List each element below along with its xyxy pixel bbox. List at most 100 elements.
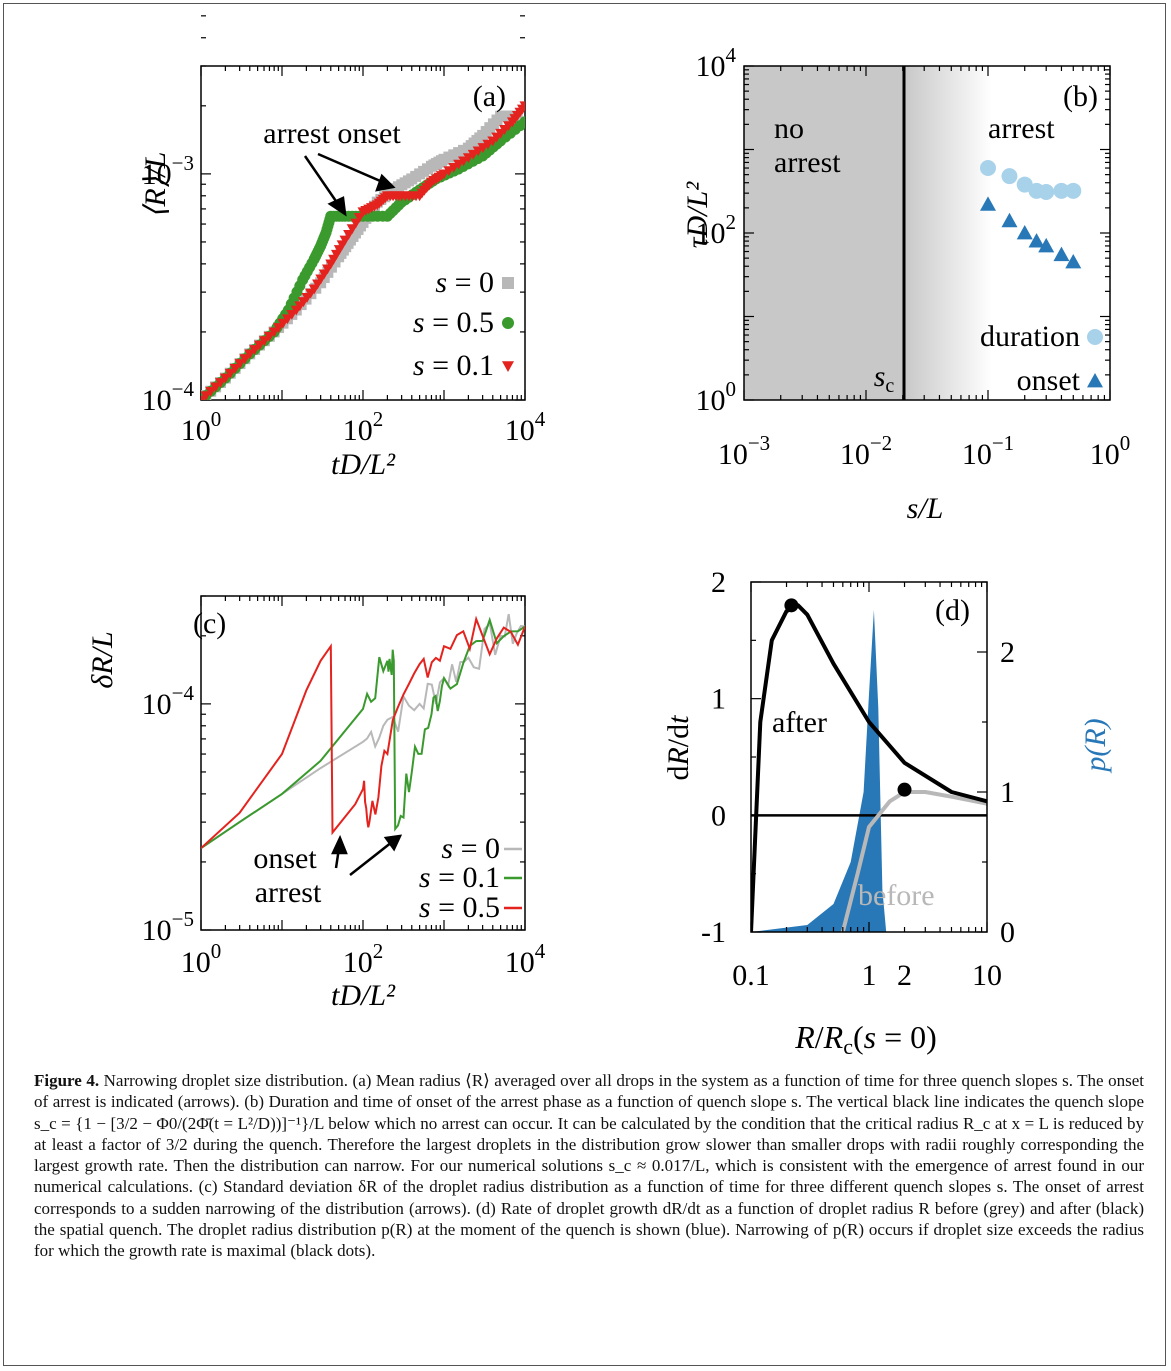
panel-d-xtick-label: 0.1	[732, 959, 770, 992]
panel-a-ylabel: ⟨R⟩/L	[139, 152, 172, 219]
panel-b-point	[1001, 212, 1018, 228]
panel-a-point	[210, 382, 222, 393]
panel-d-tag: (d)	[935, 594, 970, 627]
panel-a-legend-label: s = 0	[435, 266, 494, 299]
panel-c-line	[201, 616, 525, 850]
panel-c-ylabel: δR/L	[86, 631, 119, 688]
panel-a-point	[519, 116, 525, 128]
panel-a-xtick-label: 100	[181, 407, 222, 447]
panel-d-ytick-label: 2	[711, 566, 726, 599]
arrest-onset-arrows	[303, 152, 396, 217]
panel-c: 100 102 104 10−5 10−4 (c) onset arrest s = 0…	[86, 595, 546, 1012]
transition-region	[904, 66, 992, 400]
panel-b-tag: (b)	[1063, 80, 1098, 113]
arrest-onset-annotation: arrest onset	[263, 117, 401, 150]
panel-d-xlabel: R/Rc(s = 0)	[794, 1019, 937, 1059]
panel-a-point	[519, 101, 525, 112]
panel-b-point	[980, 160, 996, 177]
panel-b-point	[980, 196, 996, 211]
panel-c-xlabel: tD/L²	[331, 979, 396, 1012]
panel-a-legend-label: s = 0.1	[413, 349, 494, 382]
arrest-annotation: arrest	[255, 876, 322, 909]
panel-a-point	[258, 336, 270, 347]
panel-a-legend-marker	[502, 317, 514, 329]
panel-b-xtick-label: 10−3	[718, 431, 770, 471]
panel-d-ylabel: dR/dt	[662, 715, 695, 781]
panel-c-legend-label: s = 0.1	[419, 861, 500, 894]
panel-a-point	[249, 345, 261, 355]
panel-b-ytick-label: 104	[696, 43, 737, 83]
panel-d-xtick-label: 1	[862, 959, 877, 992]
after-curve	[751, 603, 987, 932]
panel-a-point	[205, 386, 217, 397]
panel-c-xtick-label: 100	[181, 939, 222, 979]
panel-a-point	[234, 359, 246, 370]
panel-a-ytick-label: 10−4	[142, 377, 195, 417]
panel-b-xtick-label: 10−1	[962, 431, 1014, 471]
panel-c-ytick-label: 10−4	[142, 681, 195, 721]
panel-b-xlabel: s/L	[907, 492, 944, 525]
panel-b-xtick-label: 100	[1090, 431, 1131, 471]
panel-c-xtick-label: 104	[505, 939, 546, 979]
panel-c-xtick-label: 102	[343, 939, 384, 979]
panel-b-point	[1065, 253, 1082, 269]
panel-b-point	[1016, 225, 1033, 240]
panel-c-line	[201, 613, 525, 850]
panel-b-point	[1053, 182, 1070, 199]
caption-label: Figure 4.	[34, 1071, 100, 1090]
no-arrest-region	[744, 66, 904, 400]
panel-a-legend-marker	[502, 277, 514, 289]
panel-b-xtick-label: 10−2	[840, 431, 892, 471]
p-of-r-area	[751, 610, 887, 932]
panel-b-legend-marker	[1087, 373, 1103, 388]
panel-a-point	[254, 340, 266, 351]
panel-b-point	[1038, 237, 1055, 253]
panel-d-xtick-label: 10	[972, 959, 1002, 992]
panel-b-point	[1038, 183, 1055, 200]
panel-a-legend-label: s = 0.5	[413, 306, 494, 339]
panel-b-point	[1065, 182, 1082, 199]
panel-d-y2tick-label: 2	[1000, 636, 1015, 669]
max-growth-dot	[897, 782, 912, 797]
panel-c-legend-label: s = 0	[441, 832, 500, 865]
panel-a-point	[215, 378, 227, 388]
panel-d-ytick-label: -1	[701, 916, 726, 949]
caption-text: Narrowing droplet size distribution. (a)…	[34, 1071, 1144, 1261]
panel-c-tag: (c)	[193, 607, 226, 640]
panel-c-legend-label: s = 0.5	[419, 891, 500, 924]
panel-a-xtick-label: 102	[343, 407, 384, 447]
panel-b-point	[1001, 168, 1018, 185]
panel-b-legend-label: duration	[980, 320, 1080, 353]
panel-a-point	[244, 349, 256, 360]
panel-b-legend-label: onset	[1017, 364, 1081, 397]
before-label: before	[858, 879, 935, 912]
panel-a-xlabel: tD/L²	[331, 448, 396, 481]
no-arrest-label: no	[774, 112, 804, 145]
figure-caption: Figure 4. Narrowing droplet size distrib…	[34, 1070, 1144, 1262]
before-curve	[840, 790, 987, 932]
arrest-region-label: arrest	[988, 112, 1055, 145]
panel-a-point	[219, 373, 231, 384]
figure-frame	[3, 3, 1166, 1366]
panel-b-legend-marker	[1087, 329, 1103, 345]
panel-d-ytick-label: 1	[711, 683, 726, 716]
panel-a-point	[224, 368, 236, 379]
panel-b-point	[1028, 233, 1045, 248]
panel-d-y2label: p(R)	[1079, 718, 1112, 773]
panel-a-point	[229, 363, 241, 374]
panel-b-ytick-label: 100	[696, 377, 737, 417]
panel-a-point	[263, 331, 275, 342]
panel-d-y2tick-label: 1	[1000, 776, 1015, 809]
panel-c-ytick-label: 10−5	[142, 907, 194, 947]
panel-a-xtick-label: 104	[505, 407, 546, 447]
panel-d-ytick-label: 0	[711, 799, 726, 832]
panel-d-xtick-label: 2	[897, 959, 912, 992]
onset-arrest-arrows	[331, 834, 403, 876]
panel-a-legend-marker	[502, 361, 514, 372]
no-arrest-label-2: arrest	[774, 146, 841, 179]
max-growth-dot	[784, 598, 799, 613]
panel-b-point	[1053, 246, 1070, 262]
